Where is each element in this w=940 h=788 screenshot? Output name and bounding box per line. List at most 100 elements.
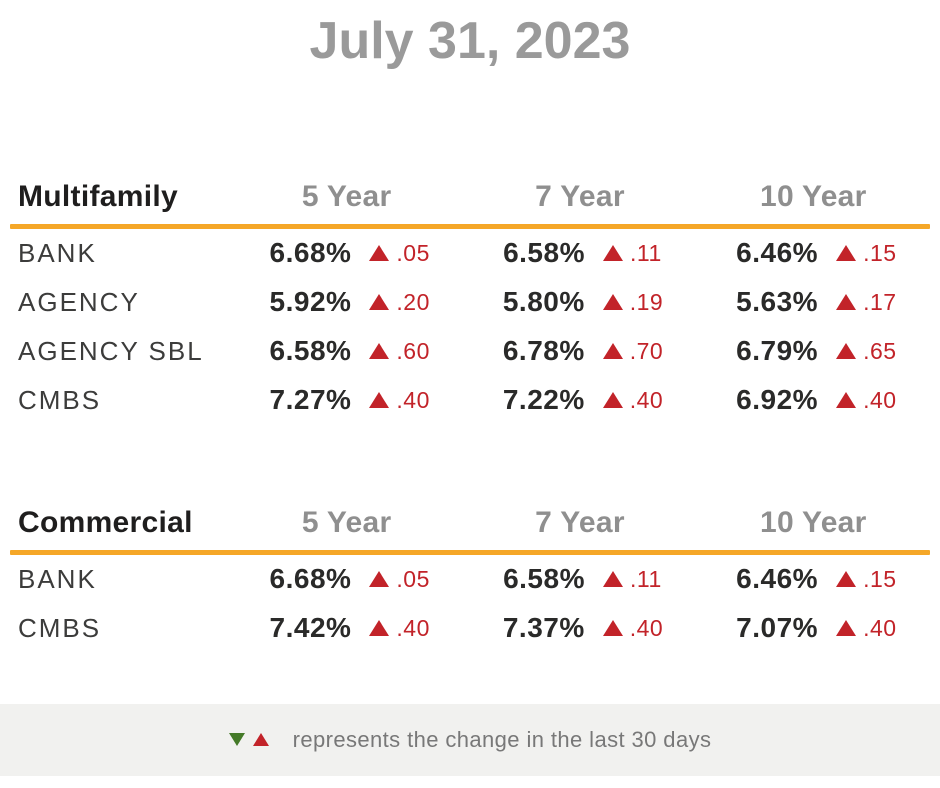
rate-value: 6.58% xyxy=(269,335,352,367)
change-value: .05 xyxy=(396,239,430,266)
up-triangle-icon xyxy=(836,571,857,588)
rate-value: 6.46% xyxy=(736,237,819,269)
rate-cell: 5.92% .20 xyxy=(230,286,463,318)
rate-cell: 6.78% .70 xyxy=(463,335,696,367)
rate-cell: 7.22% .40 xyxy=(463,384,696,416)
row-label: BANK xyxy=(18,237,97,268)
up-triangle-icon xyxy=(836,392,857,409)
page-title: July 31, 2023 xyxy=(309,12,631,70)
change-value: .15 xyxy=(863,565,897,592)
up-triangle-icon xyxy=(836,245,857,262)
table-header-row: Commercial 5 Year 7 Year 10 Year xyxy=(0,502,940,544)
rate-value: 5.92% xyxy=(269,286,352,318)
up-triangle-icon xyxy=(602,294,623,311)
table-row: CMBS 7.42% .40 7.37% .40 7.07% .40 xyxy=(0,604,940,653)
rate-change: .17 xyxy=(836,289,896,316)
accent-divider xyxy=(10,223,930,229)
rate-change: .40 xyxy=(602,614,664,642)
legend-text: represents the change in the last 30 day… xyxy=(292,726,712,752)
rate-value: 6.68% xyxy=(269,237,352,269)
up-triangle-icon xyxy=(602,620,623,637)
table-row: AGENCY SBL 6.58% .60 6.78% .70 6.79% .65 xyxy=(0,327,940,376)
rate-change: .20 xyxy=(369,289,429,316)
rate-value: 5.80% xyxy=(502,286,585,318)
rate-change: .65 xyxy=(836,338,896,365)
table-title: Multifamily xyxy=(18,179,178,213)
table-body: BANK 6.68% .05 6.58% .11 6.46% .15 AGENC… xyxy=(0,229,940,425)
column-header-10-year: 10 Year xyxy=(759,505,867,539)
change-value: .65 xyxy=(863,337,897,364)
rate-change: .11 xyxy=(602,239,663,267)
up-triangle-icon xyxy=(836,620,857,637)
up-triangle-icon xyxy=(602,392,623,409)
rate-change: .19 xyxy=(602,289,663,316)
rate-cell: 7.07% .40 xyxy=(697,612,930,644)
rate-value: 7.27% xyxy=(269,384,352,416)
up-triangle-icon xyxy=(369,392,390,409)
column-header-5-year: 5 Year xyxy=(301,179,392,213)
column-header-5-year: 5 Year xyxy=(301,505,392,539)
rate-change: .40 xyxy=(836,615,896,642)
rate-change: .05 xyxy=(369,566,429,593)
up-triangle-icon xyxy=(369,245,390,262)
change-value: .40 xyxy=(396,614,430,641)
rate-cell: 6.58% .60 xyxy=(230,335,463,367)
rate-cell: 6.46% .15 xyxy=(697,237,930,269)
change-value: .11 xyxy=(629,565,662,592)
up-triangle-icon xyxy=(252,733,269,747)
multifamily-table: Multifamily 5 Year 7 Year 10 Year BANK 6… xyxy=(0,176,940,425)
column-header-7-year: 7 Year xyxy=(535,505,625,539)
column-header-10-year: 10 Year xyxy=(759,179,867,213)
table-row: BANK 6.68% .05 6.58% .11 6.46% .15 xyxy=(0,555,940,604)
accent-divider xyxy=(10,549,930,555)
rate-cell: 7.42% .40 xyxy=(230,612,463,644)
rate-cell: 5.63% .17 xyxy=(697,286,930,318)
table-row: BANK 6.68% .05 6.58% .11 6.46% .15 xyxy=(0,229,940,278)
change-value: .40 xyxy=(863,614,897,641)
change-value: .11 xyxy=(629,239,662,266)
up-triangle-icon xyxy=(369,343,390,360)
rate-value: 5.63% xyxy=(736,286,819,318)
rate-value: 6.58% xyxy=(503,563,585,595)
up-triangle-icon xyxy=(836,294,857,311)
change-value: .15 xyxy=(863,239,897,266)
table-row: AGENCY 5.92% .20 5.80% .19 5.63% .17 xyxy=(0,278,940,327)
change-value: .40 xyxy=(396,386,430,413)
up-triangle-icon xyxy=(369,294,390,311)
rate-change: .15 xyxy=(836,566,896,593)
rate-value: 6.68% xyxy=(269,563,352,595)
rate-value: 7.22% xyxy=(502,384,585,416)
rate-cell: 6.79% .65 xyxy=(697,335,930,367)
rate-cell: 6.68% .05 xyxy=(230,563,463,595)
rate-change: .05 xyxy=(369,240,429,267)
rate-value: 6.58% xyxy=(503,237,585,269)
table-header-row: Multifamily 5 Year 7 Year 10 Year xyxy=(0,176,940,218)
up-triangle-icon xyxy=(369,571,390,588)
column-header-7-year: 7 Year xyxy=(535,179,625,213)
rate-cell: 6.58% .11 xyxy=(463,237,696,269)
rate-change: .11 xyxy=(602,565,663,593)
rate-value: 7.37% xyxy=(502,612,585,644)
rate-value: 6.46% xyxy=(736,563,819,595)
rate-value: 6.78% xyxy=(502,335,585,367)
rate-value: 6.92% xyxy=(736,384,819,416)
change-value: .40 xyxy=(863,386,897,413)
row-label: CMBS xyxy=(18,612,102,643)
rate-change: .40 xyxy=(369,615,429,642)
change-value: .40 xyxy=(629,386,664,413)
rate-cell: 7.27% .40 xyxy=(230,384,463,416)
table-title: Commercial xyxy=(18,505,193,539)
change-value: .70 xyxy=(629,337,664,364)
up-triangle-icon xyxy=(369,620,390,637)
change-value: .40 xyxy=(629,614,664,641)
change-value: .20 xyxy=(396,288,430,315)
rate-cell: 6.68% .05 xyxy=(230,237,463,269)
row-label: AGENCY xyxy=(18,286,140,317)
row-label: CMBS xyxy=(18,384,102,415)
rate-value: 7.07% xyxy=(736,612,819,644)
change-value: .05 xyxy=(396,565,430,592)
rate-change: .70 xyxy=(602,337,664,365)
rate-value: 6.79% xyxy=(736,335,819,367)
rate-cell: 6.46% .15 xyxy=(697,563,930,595)
